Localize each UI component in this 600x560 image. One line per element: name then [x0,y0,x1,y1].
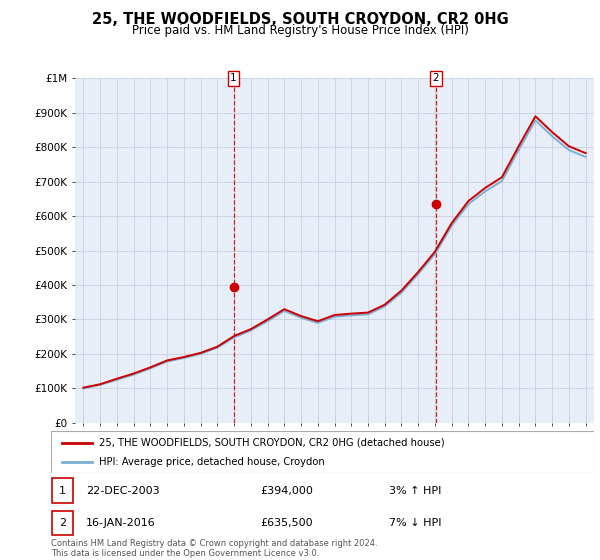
Text: 22-DEC-2003: 22-DEC-2003 [86,486,160,496]
Text: 2: 2 [433,73,439,83]
Text: HPI: Average price, detached house, Croydon: HPI: Average price, detached house, Croy… [99,457,325,467]
Text: 1: 1 [230,73,237,83]
Text: £635,500: £635,500 [260,518,313,528]
Text: £394,000: £394,000 [260,486,313,496]
Text: Price paid vs. HM Land Registry's House Price Index (HPI): Price paid vs. HM Land Registry's House … [131,24,469,37]
FancyBboxPatch shape [51,431,594,473]
Text: 3% ↑ HPI: 3% ↑ HPI [389,486,441,496]
Text: 2: 2 [59,518,66,528]
Text: 16-JAN-2016: 16-JAN-2016 [86,518,156,528]
Text: Contains HM Land Registry data © Crown copyright and database right 2024.
This d: Contains HM Land Registry data © Crown c… [51,539,377,558]
Text: 25, THE WOODFIELDS, SOUTH CROYDON, CR2 0HG (detached house): 25, THE WOODFIELDS, SOUTH CROYDON, CR2 0… [99,438,445,448]
Text: 1: 1 [59,486,66,496]
FancyBboxPatch shape [52,511,73,535]
FancyBboxPatch shape [52,478,73,503]
Text: 25, THE WOODFIELDS, SOUTH CROYDON, CR2 0HG: 25, THE WOODFIELDS, SOUTH CROYDON, CR2 0… [92,12,508,27]
Text: 7% ↓ HPI: 7% ↓ HPI [389,518,442,528]
